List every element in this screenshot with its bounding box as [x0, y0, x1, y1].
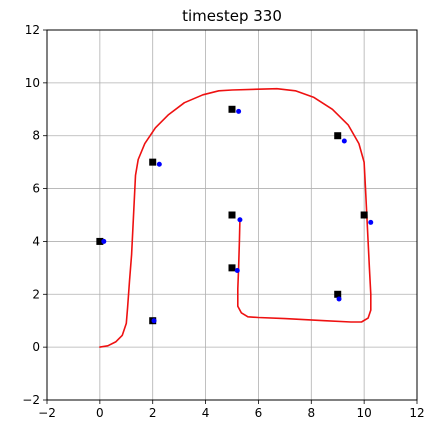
- landmark-estimate-marker: [336, 296, 342, 302]
- x-tick-label: 8: [307, 406, 315, 420]
- y-tick-label: 10: [25, 76, 40, 90]
- landmark-estimate-marker: [151, 318, 157, 324]
- landmark-true-marker: [96, 237, 104, 245]
- trajectory-line: [99, 87, 372, 348]
- landmark-true-marker: [360, 211, 368, 219]
- x-tick-label: 12: [409, 406, 424, 420]
- y-tick-label: 6: [32, 182, 40, 196]
- y-tick-label: 0: [32, 340, 40, 354]
- x-tick-label: 2: [149, 406, 157, 420]
- landmark-true-marker: [149, 158, 157, 166]
- landmark-true-marker: [228, 105, 236, 113]
- y-tick-label: 12: [25, 23, 40, 37]
- landmark-estimate-marker: [236, 108, 242, 114]
- y-tick-label: 2: [32, 287, 40, 301]
- y-tick-label: 4: [32, 234, 40, 248]
- x-tick-label: 0: [96, 406, 104, 420]
- x-tick-label: 4: [202, 406, 210, 420]
- x-tick-label: 6: [255, 406, 263, 420]
- x-axis: −2 0 2 4 6 8 10 12: [38, 400, 425, 420]
- x-tick-label: 10: [357, 406, 372, 420]
- landmark-true-marker: [228, 264, 236, 272]
- landmark-estimate-marker: [237, 217, 243, 223]
- x-tick-label: −2: [38, 406, 56, 420]
- y-tick-label: −2: [22, 393, 40, 407]
- landmark-true-marker: [334, 290, 342, 298]
- landmark-true-marker: [334, 132, 342, 140]
- landmark-estimate-marker: [368, 219, 374, 225]
- chart-title: timestep 330: [182, 7, 282, 25]
- landmark-estimate-marker: [101, 238, 107, 244]
- landmark-estimate-marker: [234, 268, 240, 273]
- landmark-true-marker: [228, 211, 236, 219]
- y-axis: −2 0 2 4 6 8 10 12: [22, 23, 47, 407]
- axes-frame: [46, 29, 418, 401]
- y-tick-label: 8: [32, 129, 40, 143]
- plot-area: [96, 87, 374, 348]
- landmark-estimate-marker: [341, 138, 347, 144]
- landmark-estimate-marker: [156, 161, 162, 167]
- grid: [46, 29, 418, 401]
